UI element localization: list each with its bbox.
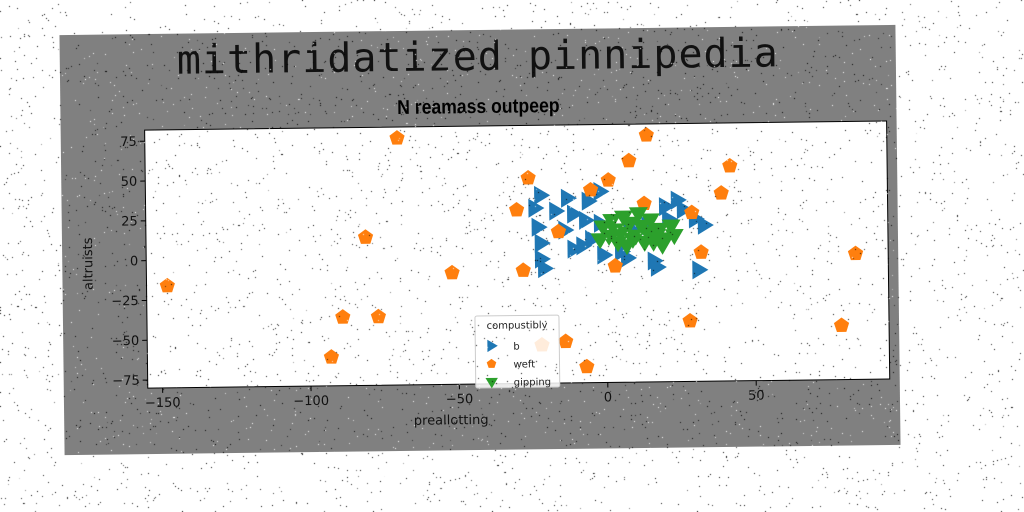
scatter-chart: −150 −100 −50 0 50 −75 −50 −25 0 25 50 75 preallotti… xyxy=(81,120,891,429)
x-tick-label: −50 xyxy=(446,392,474,407)
x-tick-label: −150 xyxy=(145,396,181,411)
x-tick-label: 0 xyxy=(604,390,612,405)
legend-label: b xyxy=(513,342,519,353)
y-tick-label: 25 xyxy=(121,214,138,229)
y-tick-label: 50 xyxy=(121,175,138,190)
y-axis-label: altruists xyxy=(81,237,97,290)
x-axis-label: preallotting xyxy=(414,413,489,429)
y-tick-label: −50 xyxy=(112,334,140,349)
x-tick-label: 50 xyxy=(748,389,765,404)
x-tick-label: −100 xyxy=(293,394,329,409)
figure-panel: mithridatized pinnipedia N reamass outpe… xyxy=(59,24,901,456)
legend-title: compustibly xyxy=(486,320,547,332)
legend-label: gipping xyxy=(514,377,551,388)
legend-label: weft xyxy=(513,359,535,370)
y-tick-label: 0 xyxy=(130,254,138,269)
y-tick-label: −25 xyxy=(111,294,139,309)
y-tick-label: −75 xyxy=(112,374,140,389)
y-tick-label: 75 xyxy=(120,135,137,150)
